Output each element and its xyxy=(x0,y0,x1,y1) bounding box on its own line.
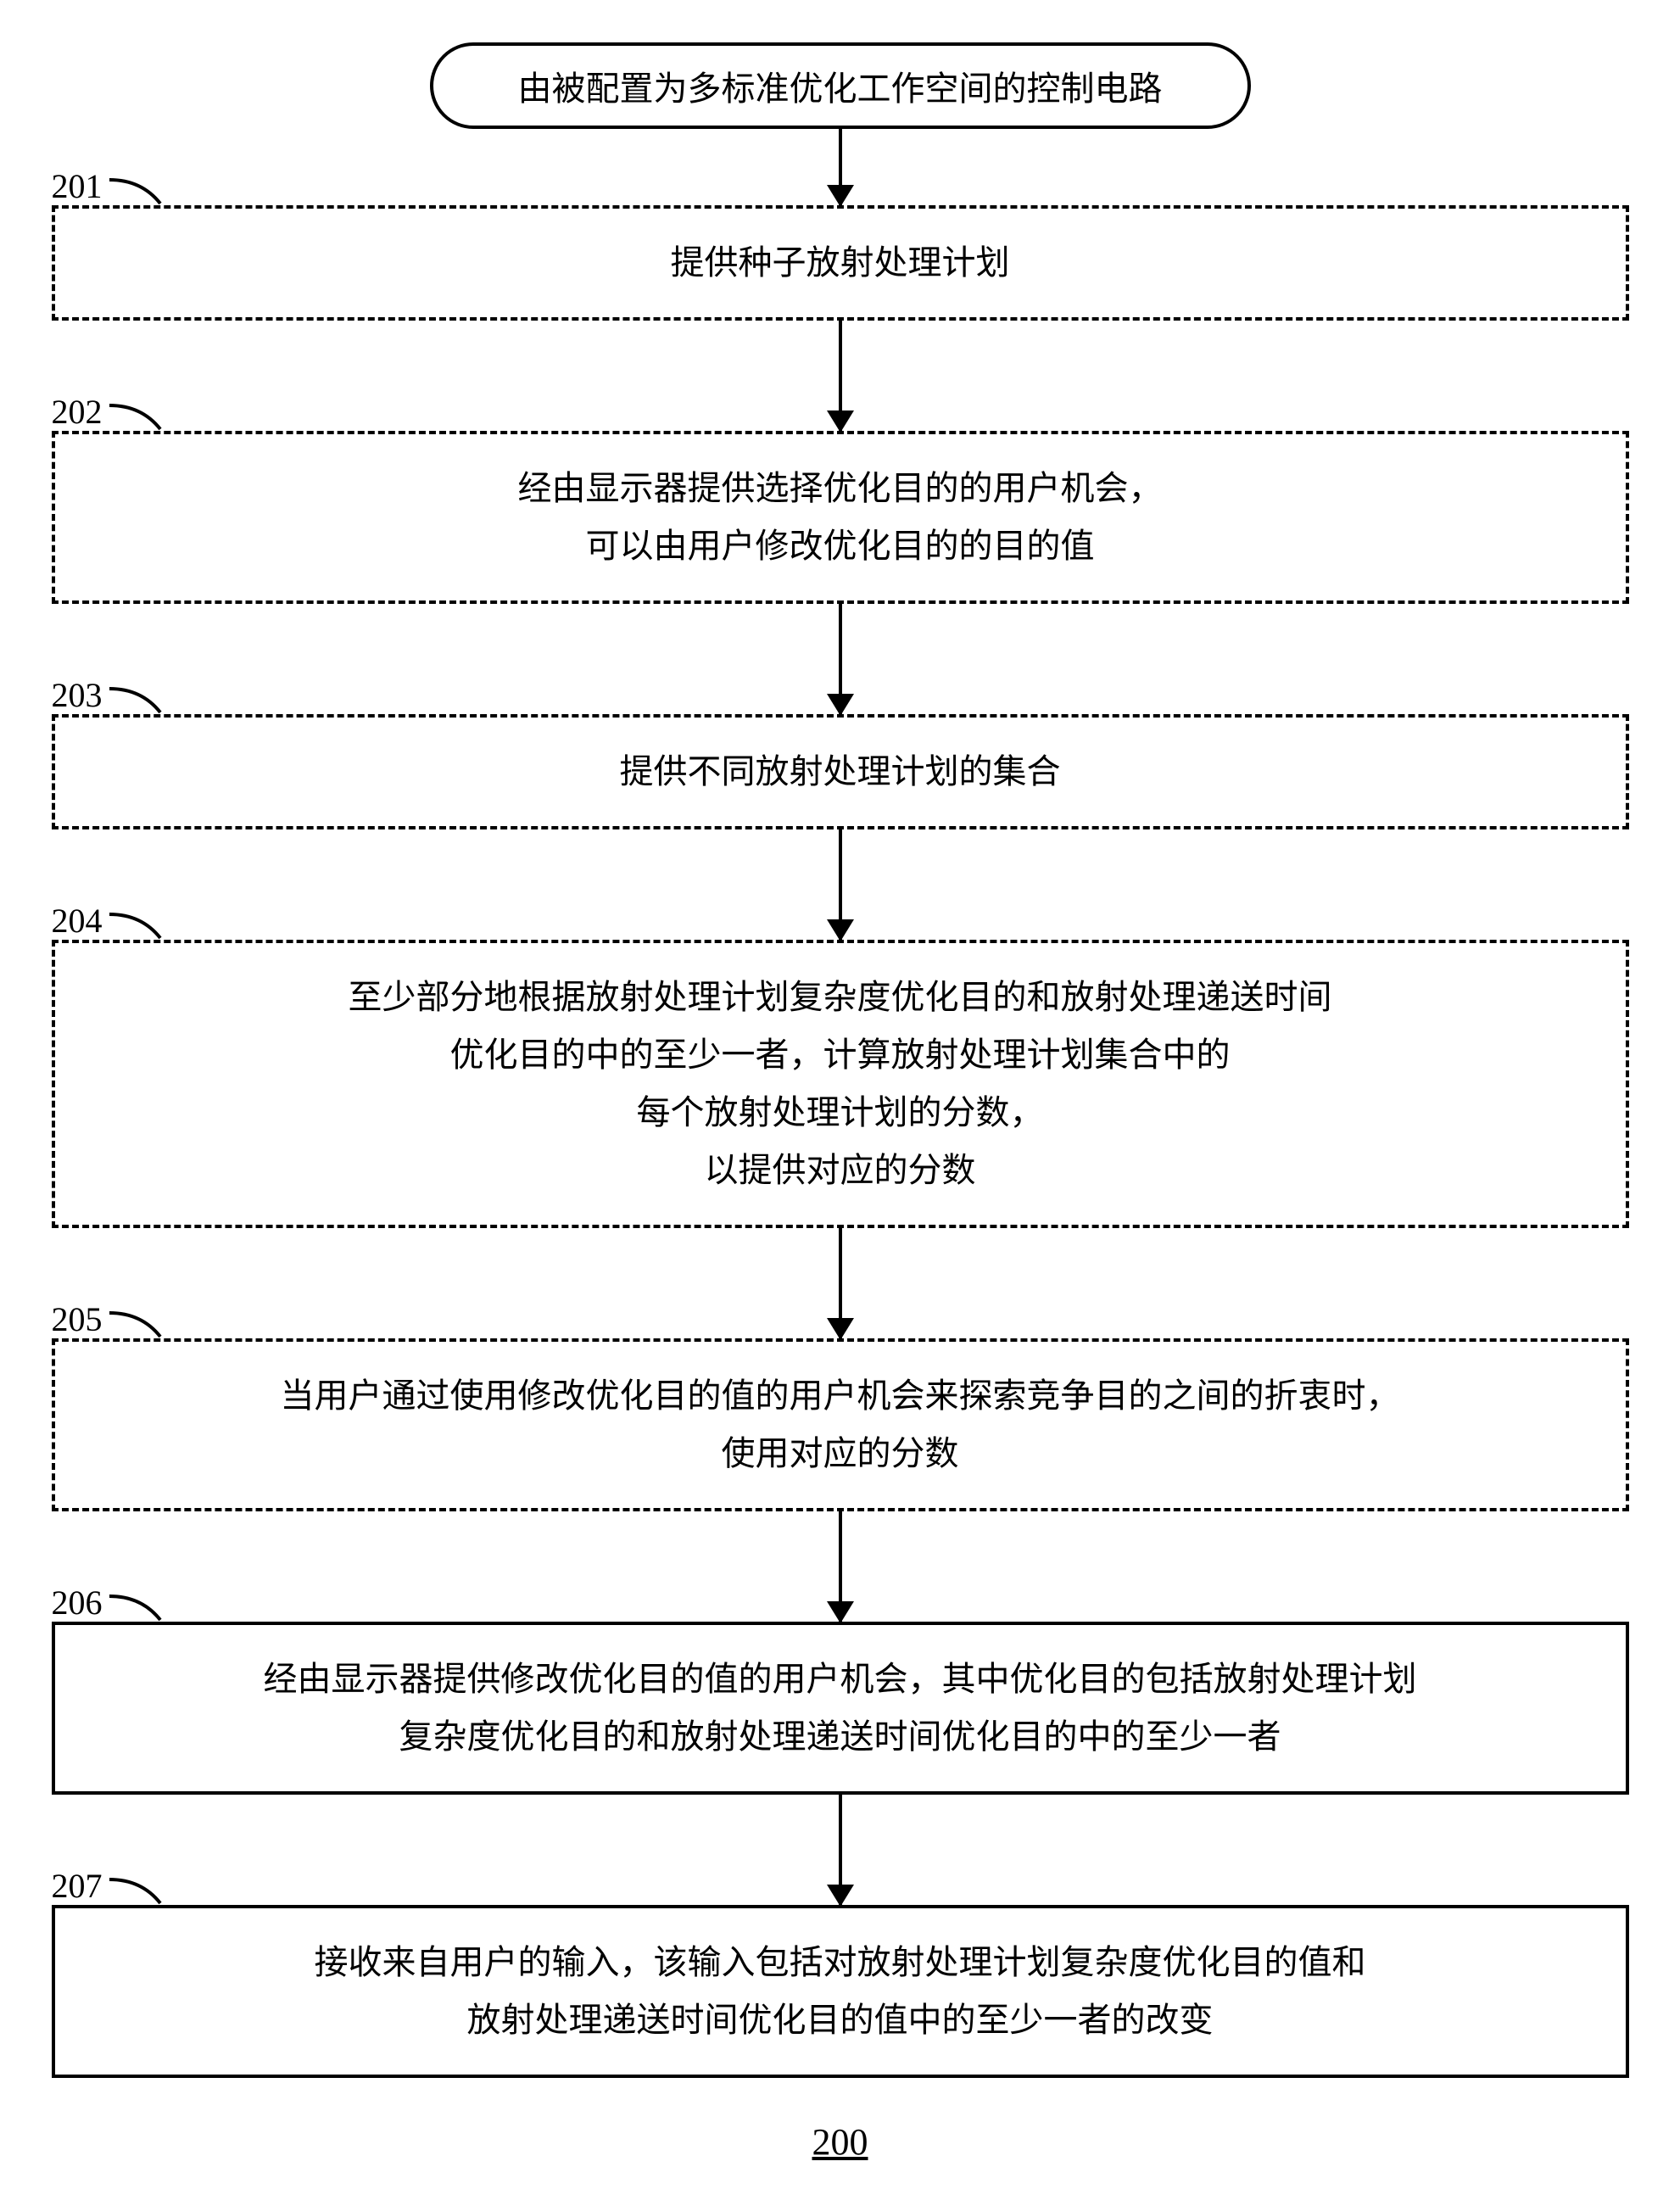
process-text-line: 提供不同放射处理计划的集合 xyxy=(106,743,1575,801)
process-text-line: 复杂度优化目的和放射处理递送时间优化目的中的至少一者 xyxy=(106,1708,1575,1766)
flow-arrow xyxy=(839,604,842,714)
process-box: 提供不同放射处理计划的集合 xyxy=(52,714,1629,829)
process-text-line: 提供种子放射处理计划 xyxy=(106,234,1575,292)
step-202: 202经由显示器提供选择优化目的的用户机会，可以由用户修改优化目的的目的值 xyxy=(52,431,1629,604)
flow-arrow xyxy=(839,1795,842,1905)
process-box: 接收来自用户的输入，该输入包括对放射处理计划复杂度优化目的值和放射处理递送时间优… xyxy=(52,1905,1629,2078)
step-ref-number: 207 xyxy=(52,1867,103,1905)
process-box: 至少部分地根据放射处理计划复杂度优化目的和放射处理递送时间优化目的中的至少一者，… xyxy=(52,940,1629,1228)
process-text-line: 至少部分地根据放射处理计划复杂度优化目的和放射处理递送时间 xyxy=(106,969,1575,1026)
process-box: 经由显示器提供修改优化目的值的用户机会，其中优化目的包括放射处理计划复杂度优化目… xyxy=(52,1622,1629,1795)
step-ref-label: 205 xyxy=(52,1299,167,1340)
flow-arrow xyxy=(839,1511,842,1622)
process-text-line: 经由显示器提供修改优化目的值的用户机会，其中优化目的包括放射处理计划 xyxy=(106,1650,1575,1708)
figure-number: 200 xyxy=(812,2120,868,2164)
leader-line-icon xyxy=(108,399,167,433)
process-text-line: 以提供对应的分数 xyxy=(106,1142,1575,1199)
process-text-line: 可以由用户修改优化目的的目的值 xyxy=(106,517,1575,575)
step-ref-label: 204 xyxy=(52,901,167,941)
step-ref-number: 202 xyxy=(52,393,103,431)
leader-line-icon xyxy=(108,1873,167,1907)
leader-line-icon xyxy=(108,682,167,716)
step-ref-number: 205 xyxy=(52,1300,103,1338)
step-ref-number: 203 xyxy=(52,676,103,714)
flow-arrow xyxy=(839,129,842,205)
flow-arrow xyxy=(839,829,842,940)
step-203: 203提供不同放射处理计划的集合 xyxy=(52,714,1629,829)
step-206: 206经由显示器提供修改优化目的值的用户机会，其中优化目的包括放射处理计划复杂度… xyxy=(52,1622,1629,1795)
flow-arrow xyxy=(839,321,842,431)
process-text-line: 放射处理递送时间优化目的值中的至少一者的改变 xyxy=(106,1991,1575,2049)
leader-line-icon xyxy=(108,1589,167,1623)
process-text-line: 接收来自用户的输入，该输入包括对放射处理计划复杂度优化目的值和 xyxy=(106,1934,1575,1991)
process-text-line: 当用户通过使用修改优化目的值的用户机会来探索竞争目的之间的折衷时， xyxy=(106,1367,1575,1425)
process-box: 当用户通过使用修改优化目的值的用户机会来探索竞争目的之间的折衷时，使用对应的分数 xyxy=(52,1338,1629,1511)
step-201: 201提供种子放射处理计划 xyxy=(52,205,1629,321)
step-ref-label: 203 xyxy=(52,675,167,716)
process-text-line: 经由显示器提供选择优化目的的用户机会， xyxy=(106,460,1575,517)
step-ref-label: 207 xyxy=(52,1866,167,1907)
process-text-line: 使用对应的分数 xyxy=(106,1425,1575,1483)
step-ref-number: 201 xyxy=(52,167,103,205)
step-ref-number: 206 xyxy=(52,1583,103,1622)
leader-line-icon xyxy=(108,173,167,207)
terminator-text: 由被配置为多标准优化工作空间的控制电路 xyxy=(518,70,1163,108)
step-ref-label: 202 xyxy=(52,392,167,433)
step-204: 204至少部分地根据放射处理计划复杂度优化目的和放射处理递送时间优化目的中的至少… xyxy=(52,940,1629,1228)
terminator-start: 由被配置为多标准优化工作空间的控制电路 xyxy=(430,42,1251,129)
flow-arrow xyxy=(839,1228,842,1338)
leader-line-icon xyxy=(108,1306,167,1340)
step-205: 205当用户通过使用修改优化目的值的用户机会来探索竞争目的之间的折衷时，使用对应… xyxy=(52,1338,1629,1511)
step-ref-number: 204 xyxy=(52,902,103,940)
leader-line-icon xyxy=(108,908,167,941)
process-text-line: 每个放射处理计划的分数， xyxy=(106,1084,1575,1142)
process-text-line: 优化目的中的至少一者，计算放射处理计划集合中的 xyxy=(106,1026,1575,1084)
step-ref-label: 206 xyxy=(52,1583,167,1623)
step-207: 207接收来自用户的输入，该输入包括对放射处理计划复杂度优化目的值和放射处理递送… xyxy=(52,1905,1629,2078)
step-ref-label: 201 xyxy=(52,166,167,207)
process-box: 提供种子放射处理计划 xyxy=(52,205,1629,321)
process-box: 经由显示器提供选择优化目的的用户机会，可以由用户修改优化目的的目的值 xyxy=(52,431,1629,604)
